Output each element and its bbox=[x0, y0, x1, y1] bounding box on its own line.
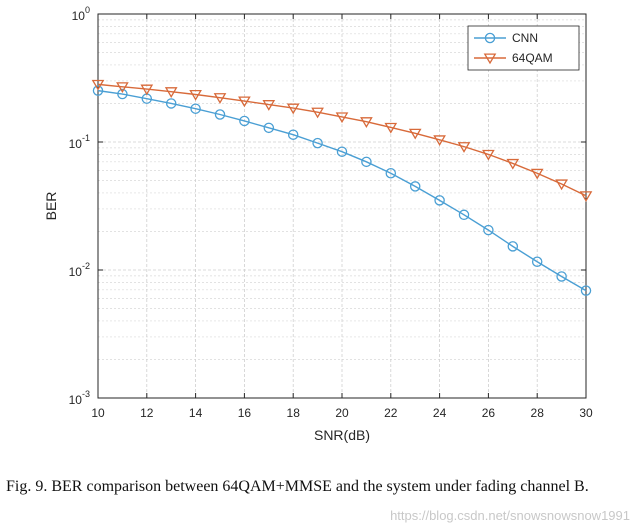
data-point bbox=[140, 84, 154, 96]
x-axis-ticks: 10 12 14 16 18 20 22 24 26 28 30 bbox=[91, 14, 593, 420]
data-point bbox=[433, 135, 446, 147]
legend-marker bbox=[484, 32, 496, 44]
data-point bbox=[458, 209, 470, 221]
data-point bbox=[92, 85, 104, 96]
series-64qam bbox=[91, 79, 593, 203]
major-grid bbox=[97, 13, 587, 399]
x-tick-label: 20 bbox=[335, 406, 349, 420]
data-point bbox=[483, 224, 494, 236]
series-line bbox=[97, 83, 587, 197]
data-point bbox=[385, 167, 397, 179]
data-point bbox=[116, 82, 129, 94]
data-point bbox=[506, 158, 520, 170]
data-point bbox=[409, 181, 421, 192]
data-point bbox=[238, 96, 251, 108]
y-tick-label: 100 bbox=[72, 5, 90, 23]
data-point bbox=[239, 115, 250, 127]
x-tick-label: 30 bbox=[579, 406, 593, 420]
data-point bbox=[263, 122, 275, 134]
legend-label: 64QAM bbox=[512, 51, 553, 65]
data-point bbox=[117, 88, 128, 100]
y-tick-label: 10-2 bbox=[69, 261, 90, 279]
series-line bbox=[97, 89, 587, 292]
data-point bbox=[91, 79, 105, 91]
data-point bbox=[214, 109, 226, 120]
data-point bbox=[164, 87, 178, 98]
legend-item-cnn: CNN bbox=[474, 31, 538, 45]
data-point bbox=[262, 100, 276, 111]
figure-caption: Fig. 9. BER comparison between 64QAM+MMS… bbox=[6, 478, 589, 495]
data-point bbox=[335, 112, 349, 124]
data-point bbox=[336, 146, 348, 157]
series-cnn bbox=[92, 85, 592, 296]
data-point bbox=[457, 142, 471, 153]
data-point bbox=[530, 168, 544, 180]
data-point bbox=[482, 149, 495, 161]
ber-chart: 10 12 14 16 18 20 22 24 26 28 30 100 10-1 10-2 10-3 S… bbox=[43, 5, 593, 443]
data-point bbox=[287, 129, 299, 140]
x-tick-label: 22 bbox=[384, 406, 398, 420]
x-tick-label: 14 bbox=[189, 406, 203, 420]
data-point bbox=[286, 103, 300, 115]
x-tick-label: 24 bbox=[433, 406, 447, 420]
y-axis-label: BER bbox=[43, 192, 59, 221]
y-tick-label: 10-3 bbox=[69, 389, 90, 407]
data-point bbox=[555, 179, 568, 191]
y-tick-label: 10-1 bbox=[69, 133, 90, 151]
y-axis-ticks: 100 10-1 10-2 10-3 bbox=[69, 5, 586, 407]
data-point bbox=[434, 195, 445, 206]
series-layer bbox=[91, 79, 593, 296]
data-point bbox=[580, 285, 592, 296]
x-axis-label: SNR(dB) bbox=[314, 427, 370, 443]
data-point bbox=[507, 241, 519, 252]
data-point bbox=[190, 103, 201, 114]
legend-box bbox=[467, 25, 580, 71]
data-point bbox=[165, 98, 177, 109]
x-tick-label: 18 bbox=[287, 406, 301, 420]
watermark: https://blog.csdn.net/snowsnowsnow1991 bbox=[390, 508, 630, 523]
data-point bbox=[384, 122, 398, 134]
data-point bbox=[361, 156, 372, 168]
legend-marker bbox=[483, 53, 497, 65]
x-tick-label: 16 bbox=[238, 406, 252, 420]
x-tick-label: 10 bbox=[91, 406, 105, 420]
data-point bbox=[408, 128, 422, 140]
x-tick-label: 28 bbox=[531, 406, 545, 420]
data-point bbox=[189, 89, 202, 101]
legend-label: CNN bbox=[512, 31, 538, 45]
data-point bbox=[556, 271, 567, 282]
legend-item-64qam: 64QAM bbox=[474, 51, 553, 65]
data-point bbox=[360, 117, 373, 128]
data-point bbox=[531, 256, 543, 267]
x-tick-label: 26 bbox=[482, 406, 496, 420]
legend: CNN 64QAM bbox=[467, 25, 580, 71]
data-point bbox=[311, 107, 324, 119]
data-point bbox=[579, 191, 593, 203]
data-point bbox=[312, 137, 323, 149]
data-point bbox=[213, 93, 227, 104]
x-tick-label: 12 bbox=[140, 406, 154, 420]
